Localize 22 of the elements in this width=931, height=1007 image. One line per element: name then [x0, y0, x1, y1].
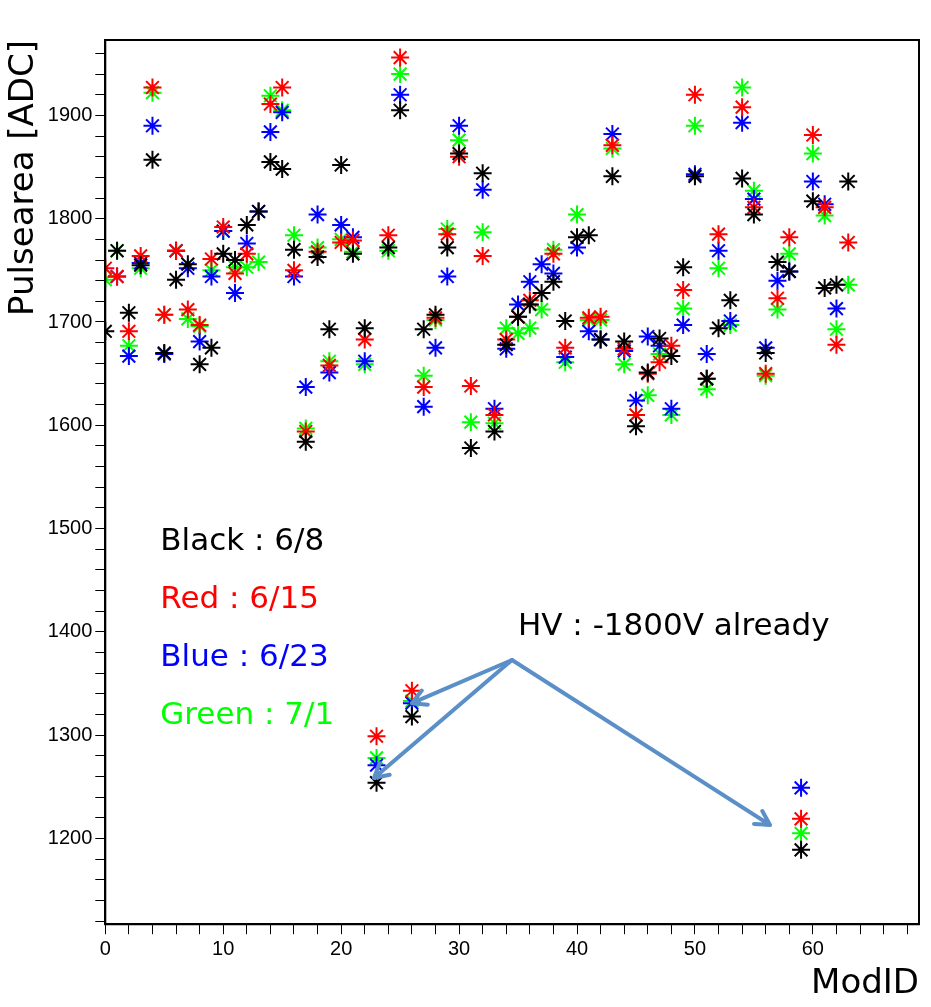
x-tick-label: 0 [99, 936, 111, 959]
x-tick-label: 10 [212, 936, 235, 959]
text: Red : 6/15 [160, 578, 320, 617]
x-tick-label: 40 [565, 936, 589, 959]
y-tick-label: 1800 [47, 206, 93, 229]
y-tick-label: 1700 [47, 309, 93, 332]
x-tick-label: 30 [447, 936, 471, 959]
y-tick-label: 1400 [47, 619, 93, 642]
x-tick-label: 20 [330, 936, 353, 959]
y-tick-label: 1200 [47, 825, 93, 848]
y-tick-label: 1300 [47, 722, 93, 745]
text: Blue : 6/23 [160, 636, 330, 675]
y-axis-title: Pulsearea [ADC] [1, 40, 42, 316]
y-tick-label: 1600 [47, 412, 93, 435]
text: Black : 6/8 [160, 520, 326, 559]
annotation: HV : -1800V already [518, 606, 830, 642]
x-tick-label: 50 [683, 936, 707, 959]
series-label: Green : 7/1 [160, 694, 335, 733]
y-tick-label: 1900 [47, 102, 93, 125]
y-tick-label: 1500 [47, 516, 93, 539]
x-tick-label: 60 [801, 936, 824, 959]
x-axis-title: ModID [811, 961, 919, 1002]
